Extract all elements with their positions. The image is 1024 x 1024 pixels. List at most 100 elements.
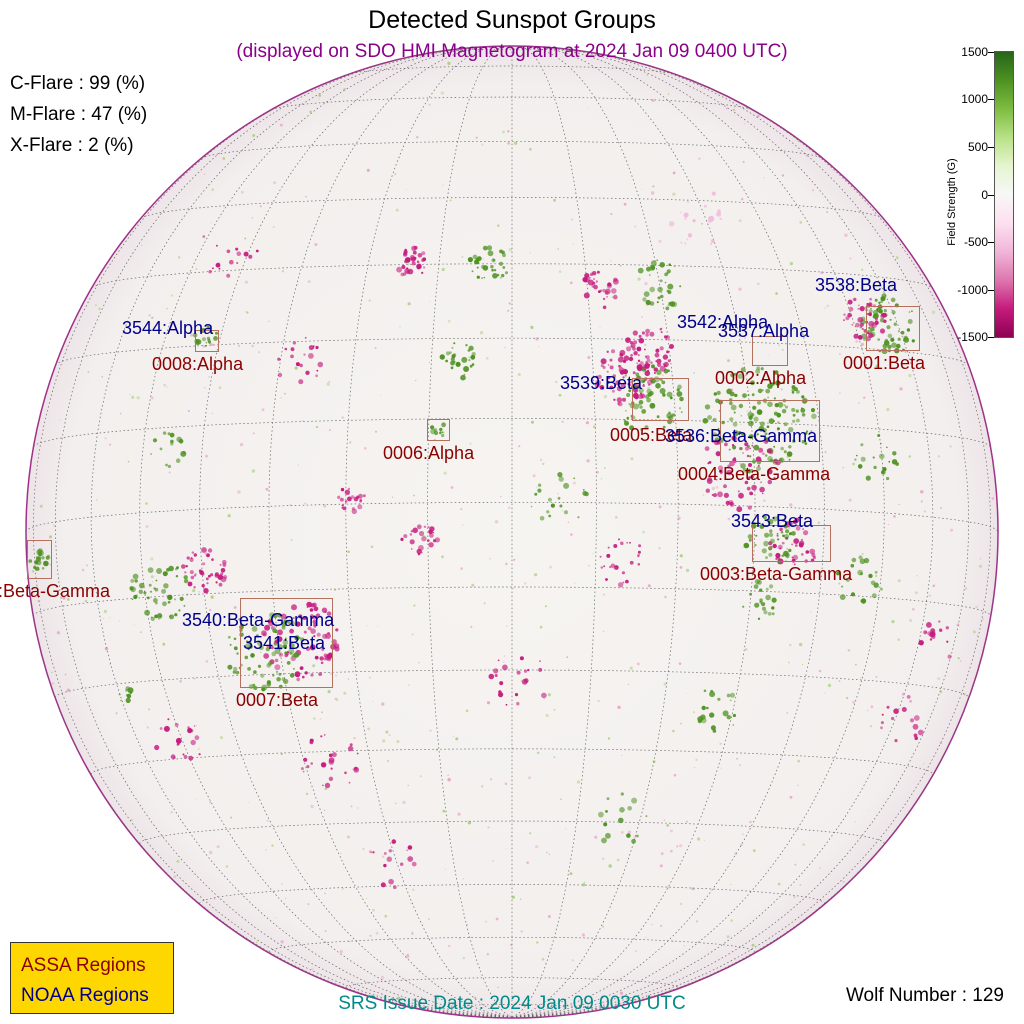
field-patch-dot [502, 664, 508, 671]
field-speckle-dot [596, 470, 599, 474]
field-patch-dot [351, 508, 357, 514]
field-patch-dot [750, 415, 754, 419]
grid-line [511, 74, 991, 1018]
field-speckle-dot [848, 498, 852, 502]
field-speckle-dot [370, 545, 374, 549]
field-speckle-dot [973, 630, 976, 634]
field-patch-dot [841, 585, 844, 588]
field-patch-dot [257, 664, 262, 668]
field-speckle-dot [461, 255, 464, 258]
field-patch-dot [801, 407, 803, 410]
field-patch-dot [335, 628, 339, 632]
field-speckle-dot [880, 315, 882, 317]
field-patch-dot [765, 388, 771, 394]
field-speckle-dot [31, 570, 35, 573]
field-speckle-dot [621, 754, 623, 757]
field-patch-dot [651, 364, 655, 369]
field-patch-dot [308, 345, 314, 351]
field-patch-dot [265, 647, 270, 652]
field-patch-dot [703, 204, 707, 208]
field-patch-dot [450, 366, 454, 370]
field-patch-dot [737, 490, 740, 493]
field-speckle-dot [909, 699, 913, 703]
field-patch-dot [702, 418, 709, 424]
field-patch-dot [878, 301, 881, 304]
field-patch-dot [602, 305, 607, 310]
colorbar-tick: 0 [981, 188, 988, 202]
field-patch-dot [183, 575, 188, 580]
field-patch-dot [777, 544, 783, 550]
field-patch-dot [752, 405, 757, 410]
field-patch-dot [135, 594, 138, 597]
field-patch-dot [603, 565, 606, 568]
field-patch-dot [616, 386, 622, 392]
field-patch-dot [139, 582, 145, 589]
field-speckle-dot [854, 821, 856, 823]
field-patch-dot [653, 376, 660, 383]
field-speckle-dot [508, 248, 512, 252]
field-speckle-dot [536, 941, 539, 944]
field-patch-dot [220, 572, 224, 576]
field-patch-dot [806, 430, 809, 433]
field-speckle-dot [49, 535, 52, 539]
field-patch-dot [863, 557, 870, 564]
field-speckle-dot [339, 494, 341, 496]
field-patch-dot [400, 537, 404, 542]
field-speckle-dot [895, 256, 899, 260]
field-patch-dot [742, 452, 744, 454]
field-patch-dot [666, 350, 670, 354]
field-speckle-dot [313, 717, 316, 720]
field-speckle-dot [582, 883, 586, 887]
field-speckle-dot [769, 528, 773, 532]
field-speckle-dot [207, 557, 209, 559]
field-patch-dot [645, 328, 650, 334]
field-patch-dot [282, 644, 288, 649]
field-speckle-dot [531, 420, 534, 424]
field-patch-dot [677, 384, 682, 390]
field-patch-dot [35, 556, 39, 559]
field-patch-dot [872, 456, 875, 459]
field-speckle-dot [174, 328, 176, 331]
field-patch-dot [754, 602, 760, 608]
field-speckle-dot [467, 368, 470, 370]
field-patch-dot [460, 374, 466, 381]
field-patch-dot [618, 538, 620, 541]
field-speckle-dot [396, 740, 400, 743]
field-patch-dot [516, 670, 521, 675]
field-speckle-dot [757, 282, 760, 286]
field-patch-dot [894, 739, 898, 743]
field-patch-dot [590, 274, 592, 276]
field-speckle-dot [306, 792, 309, 796]
field-patch-dot [626, 393, 631, 397]
field-patch-dot [804, 442, 808, 445]
field-patch-dot [353, 766, 358, 771]
field-patch-dot [347, 745, 354, 752]
field-patch-dot [558, 476, 564, 482]
field-speckle-dot [84, 599, 88, 603]
field-patch-dot [303, 630, 307, 634]
field-speckle-dot [592, 425, 596, 429]
field-speckle-dot [853, 359, 855, 362]
field-speckle-dot [486, 953, 490, 956]
field-speckle-dot [375, 430, 377, 433]
field-patch-dot [248, 254, 253, 259]
field-patch-dot [622, 581, 625, 584]
field-patch-dot [774, 403, 779, 408]
field-speckle-dot [512, 587, 515, 590]
field-patch-dot [755, 368, 761, 374]
field-speckle-dot [788, 526, 791, 529]
field-speckle-dot [460, 508, 463, 510]
field-speckle-dot [555, 380, 558, 384]
field-patch-dot [680, 411, 683, 413]
field-speckle-dot [244, 237, 247, 240]
field-patch-dot [486, 245, 493, 251]
field-speckle-dot [619, 991, 624, 995]
field-speckle-dot [603, 593, 606, 596]
field-speckle-dot [676, 845, 679, 848]
field-patch-dot [169, 614, 175, 620]
field-patch-dot [649, 331, 655, 337]
field-speckle-dot [963, 693, 966, 696]
field-patch-dot [125, 689, 128, 692]
field-patch-dot [412, 527, 419, 534]
field-patch-dot [189, 570, 194, 575]
